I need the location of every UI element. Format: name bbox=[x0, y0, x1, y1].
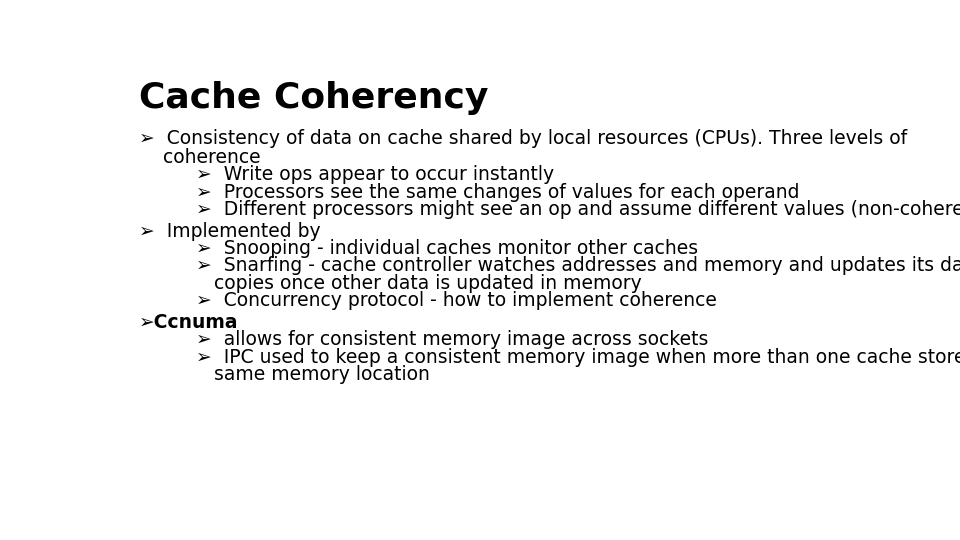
Text: ➢  Write ops appear to occur instantly: ➢ Write ops appear to occur instantly bbox=[172, 165, 554, 185]
Text: Cache Coherency: Cache Coherency bbox=[138, 82, 488, 116]
Text: same memory location: same memory location bbox=[172, 365, 430, 384]
Text: copies once other data is updated in memory: copies once other data is updated in mem… bbox=[172, 274, 642, 293]
Text: ➢  IPC used to keep a consistent memory image when more than one cache stores th: ➢ IPC used to keep a consistent memory i… bbox=[172, 348, 960, 367]
Text: ➢  Processors see the same changes of values for each operand: ➢ Processors see the same changes of val… bbox=[172, 183, 800, 202]
Text: ➢  Implemented by: ➢ Implemented by bbox=[138, 221, 321, 240]
Text: ➢  Snooping - individual caches monitor other caches: ➢ Snooping - individual caches monitor o… bbox=[172, 239, 698, 258]
Text: ➢  Snarfing - cache controller watches addresses and memory and updates its data: ➢ Snarfing - cache controller watches ad… bbox=[172, 256, 960, 275]
Text: ➢  Concurrency protocol - how to implement coherence: ➢ Concurrency protocol - how to implemen… bbox=[172, 292, 717, 310]
Text: ➢  allows for consistent memory image across sockets: ➢ allows for consistent memory image acr… bbox=[172, 330, 708, 349]
Text: ➢  Consistency of data on cache shared by local resources (CPUs). Three levels o: ➢ Consistency of data on cache shared by… bbox=[138, 129, 907, 149]
Text: ➢  Different processors might see an op and assume different values (non-coheren: ➢ Different processors might see an op a… bbox=[172, 200, 960, 219]
Text: ➢Ccnuma: ➢Ccnuma bbox=[138, 313, 238, 332]
Text: coherence: coherence bbox=[138, 148, 260, 167]
